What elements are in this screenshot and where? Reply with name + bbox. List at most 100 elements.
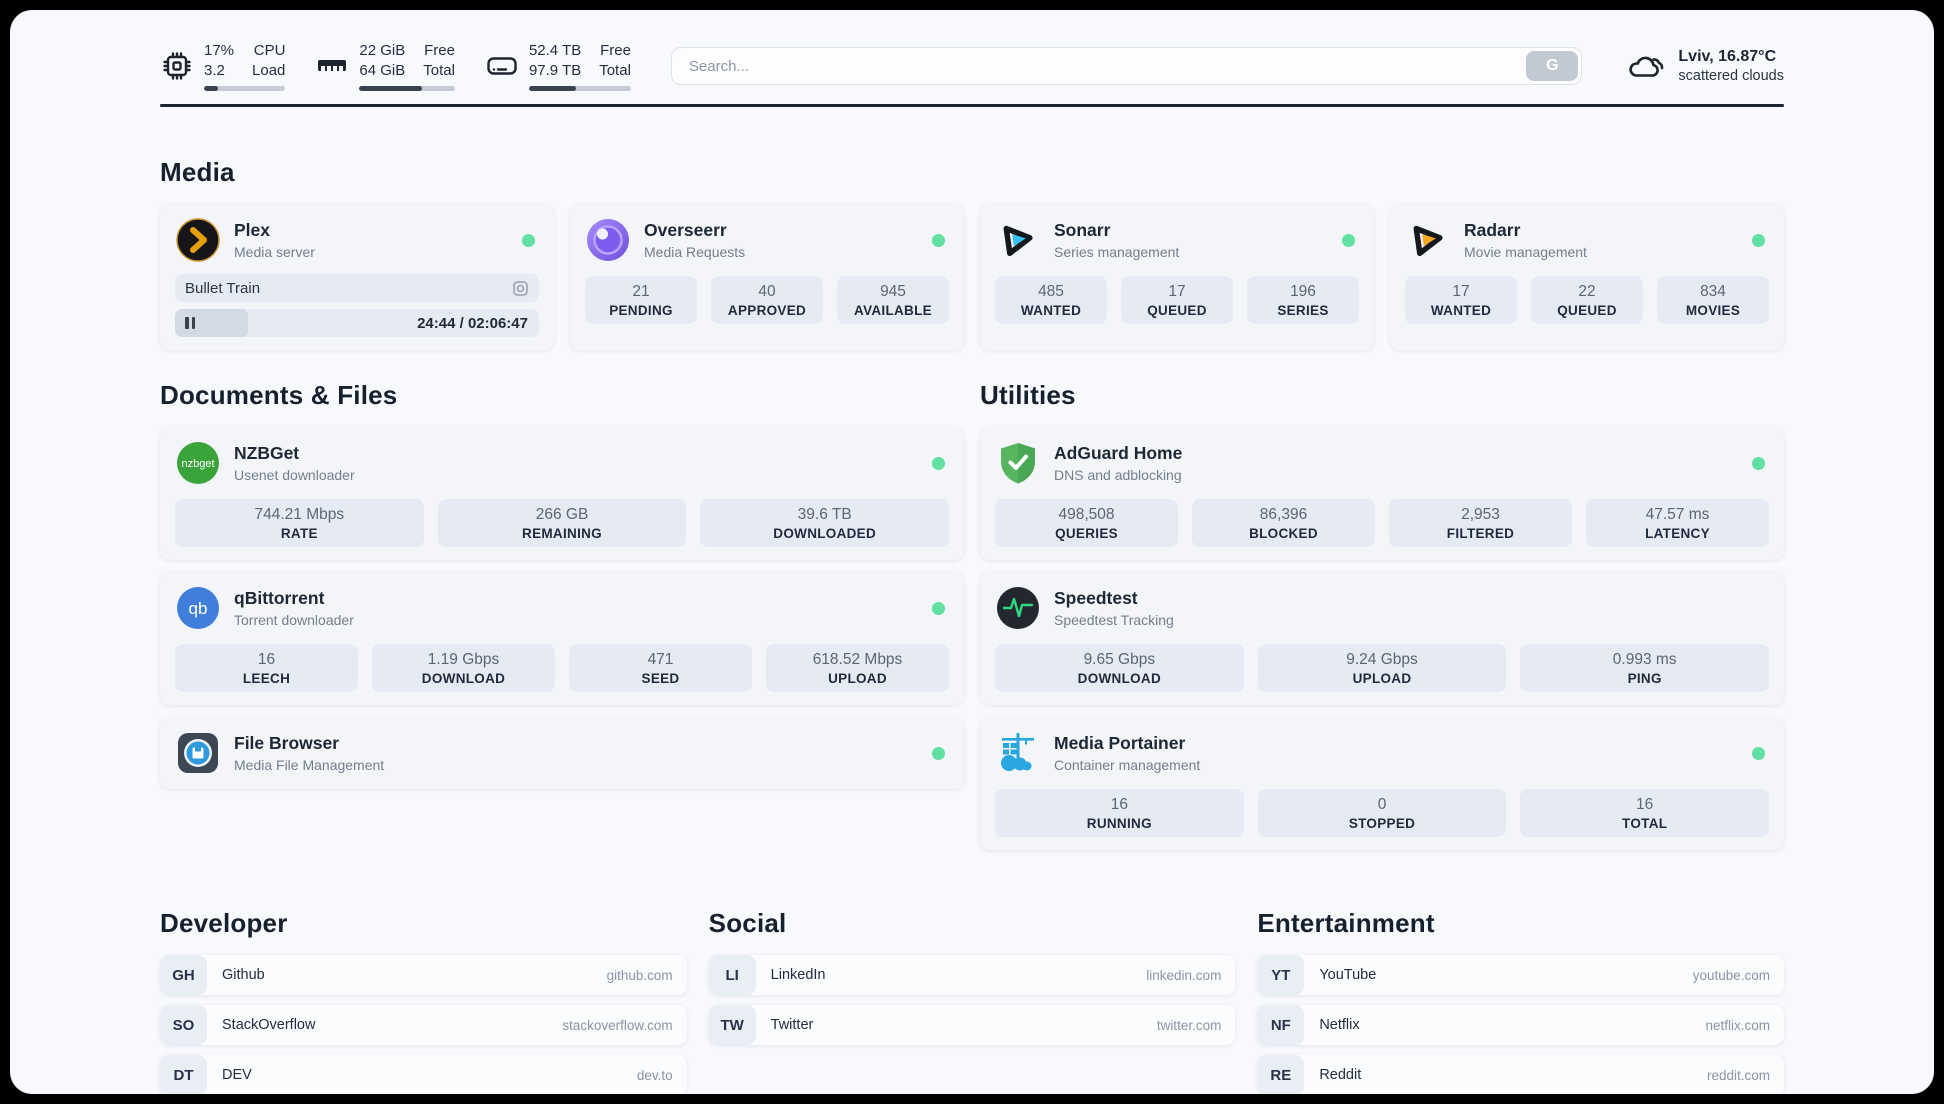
stat-wanted: 485 WANTED xyxy=(995,276,1107,324)
stat-stopped: 0 STOPPED xyxy=(1257,789,1507,837)
svg-text:qb: qb xyxy=(189,599,208,618)
dashboard-screen: 17% 3.2 CPU Load xyxy=(10,10,1934,1094)
bookmark-dev[interactable]: DT DEV dev.to xyxy=(160,1055,687,1094)
app-name: Radarr xyxy=(1464,220,1521,240)
weather-widget[interactable]: Lviv, 16.87°C scattered clouds xyxy=(1624,45,1784,87)
cpu-load-label: Load xyxy=(252,62,286,79)
app-subtitle: Media File Management xyxy=(234,757,385,773)
top-bar: 17% 3.2 CPU Load xyxy=(160,36,1784,96)
bookmark-url: netflix.com xyxy=(1705,1017,1770,1033)
app-subtitle: DNS and adblocking xyxy=(1054,467,1182,483)
portainer-icon xyxy=(1001,733,1034,771)
status-indicator xyxy=(1342,233,1355,247)
bookmark-abbr: SO xyxy=(160,1005,207,1045)
bookmark-reddit[interactable]: RE Reddit reddit.com xyxy=(1257,1055,1784,1094)
stat-rate: 744.21 Mbps RATE xyxy=(175,499,424,547)
cpu-stat: 17% 3.2 CPU Load xyxy=(160,41,286,92)
cpu-progress-track xyxy=(204,86,286,92)
bookmark-abbr: DT xyxy=(160,1055,207,1094)
app-card-nzbget[interactable]: nzbget NZBGet Usenet downloader 744.21 M… xyxy=(160,427,964,560)
search-bar: G xyxy=(670,47,1583,85)
app-subtitle: Media server xyxy=(234,244,315,260)
section-documents: Documents & Files nzbget NZBGet Usenet d… xyxy=(160,380,964,789)
status-indicator xyxy=(932,601,945,615)
disk-free-label: Free xyxy=(600,41,631,59)
bookmark-name: Github xyxy=(222,967,265,983)
stat-filtered: 2,953 FILTERED xyxy=(1389,499,1572,547)
app-name: Overseerr xyxy=(644,220,727,240)
now-playing-row[interactable]: Bullet Train xyxy=(175,274,539,302)
developer-heading: Developer xyxy=(160,908,288,938)
status-indicator xyxy=(1752,456,1765,470)
playback-progress-bar[interactable]: 24:44 / 02:06:47 xyxy=(175,309,539,337)
bookmark-url: youtube.com xyxy=(1692,967,1770,983)
stat-seed: 471 SEED xyxy=(569,644,752,692)
bookmark-netflix[interactable]: NF Netflix netflix.com xyxy=(1257,1005,1784,1045)
search-input[interactable] xyxy=(674,57,1527,75)
stat-download: 9.65 Gbps DOWNLOAD xyxy=(995,644,1244,692)
stat-approved: 40 APPROVED xyxy=(711,276,823,324)
stat-queries: 498,508 QUERIES xyxy=(995,499,1178,547)
disk-free-value: 52.4 TB xyxy=(528,41,582,59)
bookmark-name: LinkedIn xyxy=(770,967,826,983)
header-divider xyxy=(160,104,1784,107)
app-card-radarr[interactable]: Radarr Movie management 17 WANTED 22 QUE… xyxy=(1390,204,1784,350)
bookmark-youtube[interactable]: YT YouTube youtube.com xyxy=(1257,955,1784,995)
cpu-icon xyxy=(163,52,191,80)
now-playing-title: Bullet Train xyxy=(185,279,261,297)
stat-download: 1.19 Gbps DOWNLOAD xyxy=(372,644,555,692)
bookmark-name: Reddit xyxy=(1319,1067,1362,1083)
cloud-icon xyxy=(1629,56,1664,77)
stat-blocked: 86,396 BLOCKED xyxy=(1192,499,1375,547)
app-subtitle: Media Requests xyxy=(644,244,746,260)
qbittorrent-icon: qb xyxy=(177,587,219,629)
cpu-label: CPU xyxy=(253,41,286,59)
bookmark-github[interactable]: GH Github github.com xyxy=(160,955,687,995)
search-engine-button[interactable]: G xyxy=(1526,51,1579,81)
app-card-portainer[interactable]: Media Portainer Container management 16 … xyxy=(980,717,1784,850)
app-name: AdGuard Home xyxy=(1054,443,1183,463)
disk-icon xyxy=(487,57,517,75)
app-subtitle: Movie management xyxy=(1464,244,1587,260)
bookmark-linkedin[interactable]: LI LinkedIn linkedin.com xyxy=(708,955,1236,995)
ram-free-label: Free xyxy=(424,41,455,59)
stat-latency: 47.57 ms LATENCY xyxy=(1586,499,1769,547)
stat-ping: 0.993 ms PING xyxy=(1520,644,1770,692)
ram-icon xyxy=(318,60,347,71)
disk-progress-track xyxy=(528,86,631,92)
bookmark-abbr: TW xyxy=(708,1005,756,1045)
bookmark-group-social: Social LI LinkedIn linkedin.com TW Twitt… xyxy=(708,908,1236,1094)
radarr-icon xyxy=(1413,225,1443,257)
ram-free-value: 22 GiB xyxy=(359,41,406,59)
bookmark-twitter[interactable]: TW Twitter twitter.com xyxy=(708,1005,1236,1045)
entertainment-heading: Entertainment xyxy=(1257,908,1435,938)
stat-leech: 16 LEECH xyxy=(175,644,358,692)
app-card-plex[interactable]: Plex Media server Bullet Train 24:44 / 0 xyxy=(160,204,554,350)
bookmark-abbr: RE xyxy=(1257,1055,1305,1094)
app-name: Sonarr xyxy=(1054,220,1111,240)
stat-queued: 17 QUEUED xyxy=(1121,276,1233,324)
bookmark-name: DEV xyxy=(222,1067,252,1083)
documents-heading: Documents & Files xyxy=(160,380,398,410)
app-card-sonarr[interactable]: Sonarr Series management 485 WANTED 17 Q… xyxy=(980,204,1374,350)
bookmark-stackoverflow[interactable]: SO StackOverflow stackoverflow.com xyxy=(160,1005,687,1045)
app-card-qbittorrent[interactable]: qb qBittorrent Torrent downloader 16 LEE… xyxy=(160,572,964,705)
stat-queued: 22 QUEUED xyxy=(1531,276,1643,324)
status-indicator xyxy=(932,456,945,470)
system-stats: 17% 3.2 CPU Load xyxy=(160,41,631,92)
app-card-speedtest[interactable]: Speedtest Speedtest Tracking 9.65 Gbps D… xyxy=(980,572,1784,705)
app-card-filebrowser[interactable]: File Browser Media File Management xyxy=(160,717,964,789)
app-subtitle: Torrent downloader xyxy=(234,612,354,628)
app-card-adguard[interactable]: AdGuard Home DNS and adblocking 498,508 … xyxy=(980,427,1784,560)
stat-pending: 21 PENDING xyxy=(585,276,697,324)
stat-movies: 834 MOVIES xyxy=(1657,276,1769,324)
weather-condition: scattered clouds xyxy=(1678,68,1784,84)
bookmark-name: Twitter xyxy=(770,1017,814,1033)
plex-icon xyxy=(176,218,220,262)
stat-upload: 9.24 Gbps UPLOAD xyxy=(1257,644,1507,692)
app-card-overseerr[interactable]: Overseerr Media Requests 21 PENDING 40 A… xyxy=(570,204,964,350)
pause-icon xyxy=(185,317,195,329)
bookmark-url: linkedin.com xyxy=(1146,967,1222,983)
cpu-usage-value: 17% xyxy=(204,41,235,59)
bookmark-abbr: YT xyxy=(1257,955,1305,995)
